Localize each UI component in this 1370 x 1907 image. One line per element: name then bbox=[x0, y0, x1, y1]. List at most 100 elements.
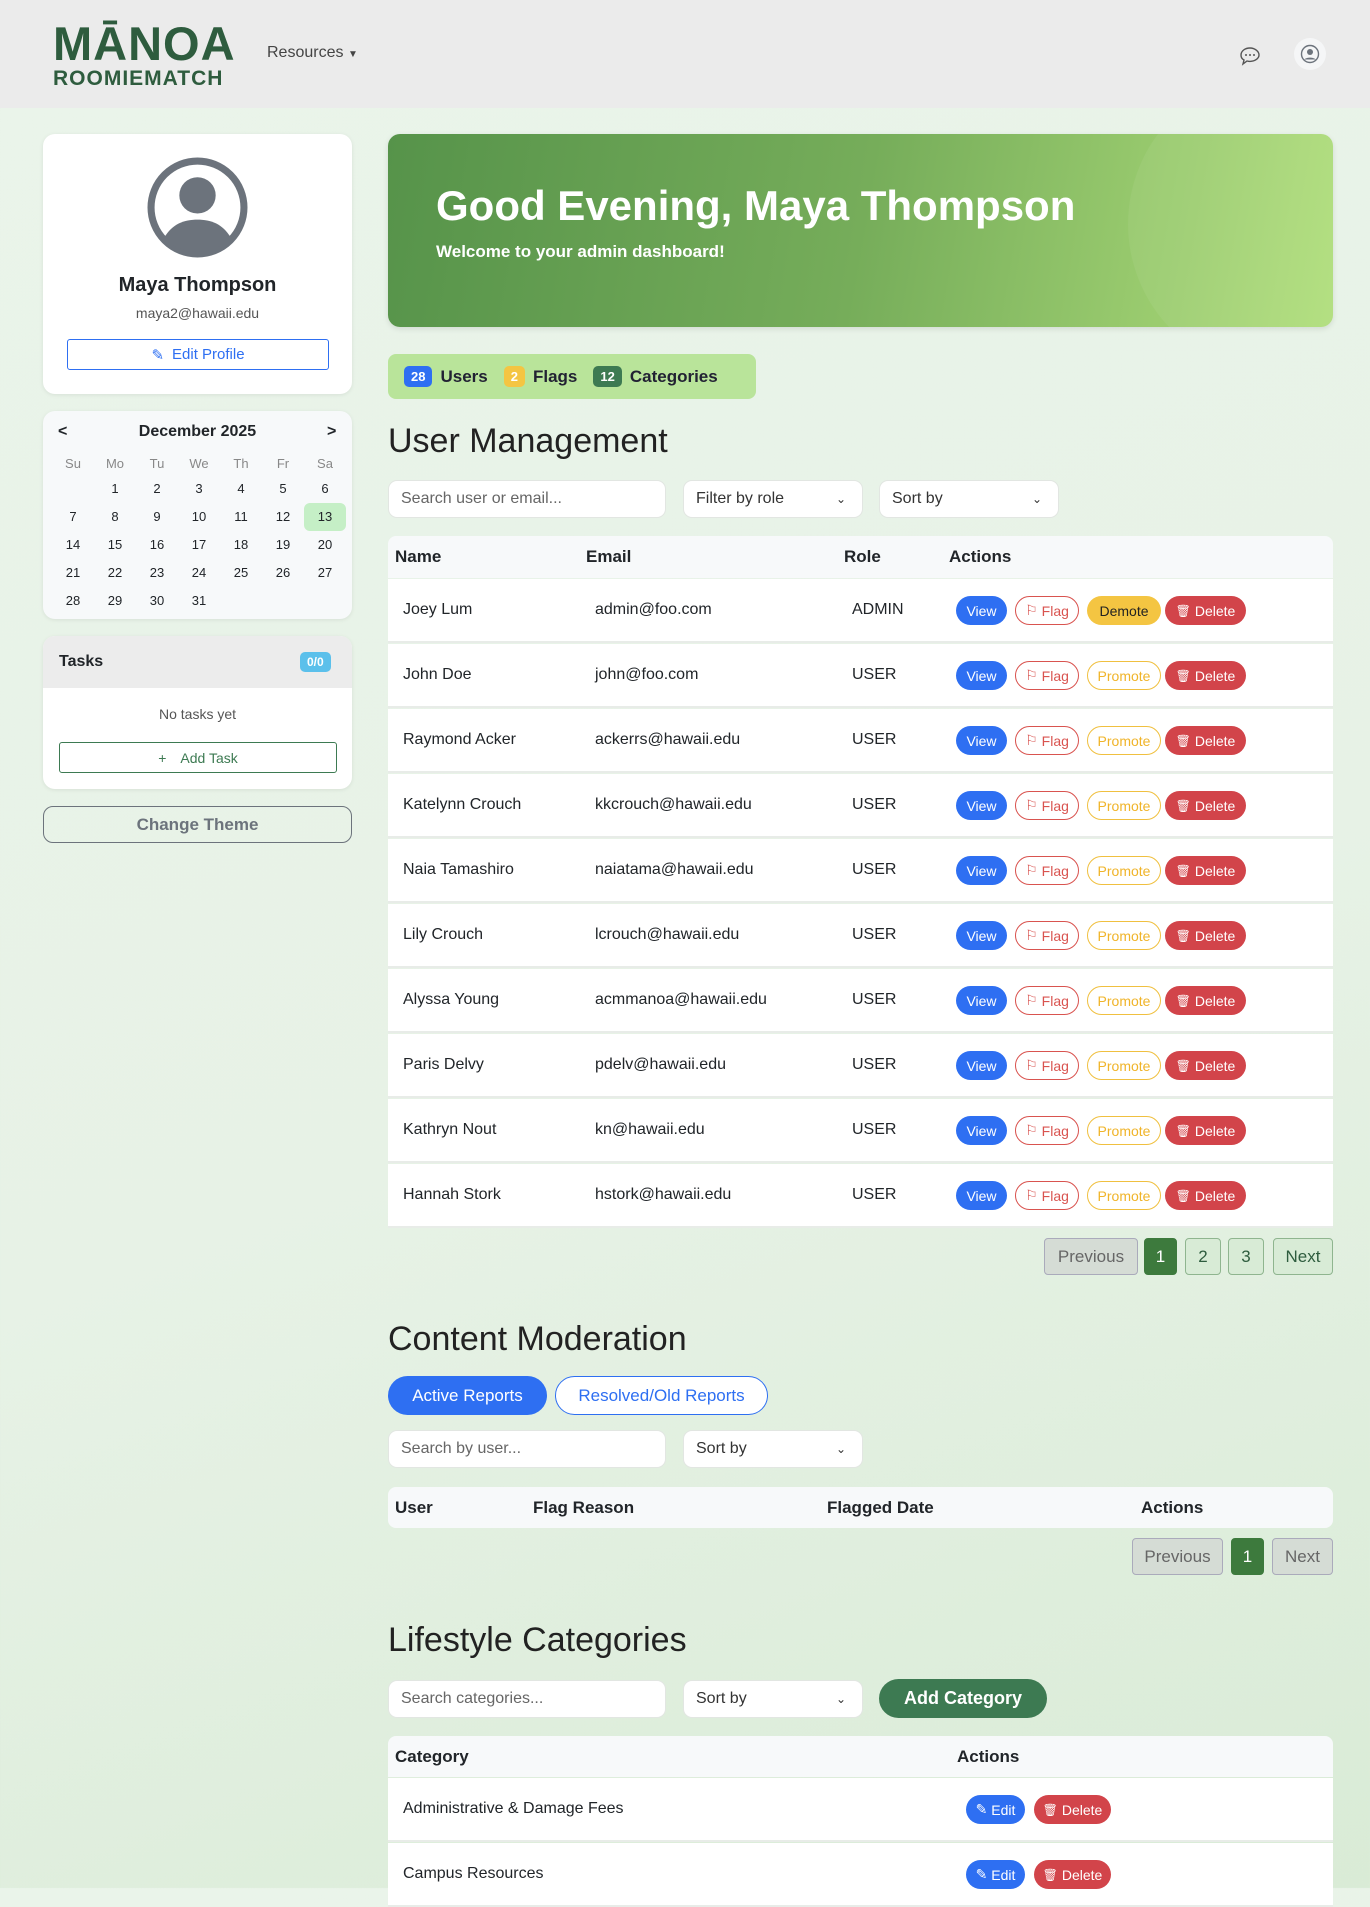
chat-bubble-icon[interactable] bbox=[1235, 41, 1265, 71]
delete-button[interactable]: 🗑 Delete bbox=[1165, 791, 1246, 821]
view-button[interactable]: View bbox=[956, 856, 1007, 886]
calendar-day[interactable]: 16 bbox=[149, 537, 165, 552]
calendar-day[interactable]: 20 bbox=[317, 537, 333, 552]
calendar-day[interactable]: 18 bbox=[233, 537, 249, 552]
view-button[interactable]: View bbox=[956, 921, 1007, 951]
flag-button[interactable]: ⚐ Flag bbox=[1015, 726, 1079, 756]
promote-button[interactable]: Promote bbox=[1087, 726, 1161, 756]
promote-button[interactable]: Promote bbox=[1087, 921, 1161, 951]
flag-button[interactable]: ⚐ Flag bbox=[1015, 986, 1079, 1016]
calendar-day[interactable]: 12 bbox=[275, 509, 291, 524]
promote-button[interactable]: Promote bbox=[1087, 986, 1161, 1016]
calendar-day-today[interactable]: 13 bbox=[304, 503, 346, 531]
calendar-day[interactable]: 15 bbox=[107, 537, 123, 552]
promote-button[interactable]: Promote bbox=[1087, 791, 1161, 821]
delete-button[interactable]: 🗑 Delete bbox=[1165, 1116, 1246, 1146]
flag-button[interactable]: ⚐ Flag bbox=[1015, 1116, 1079, 1146]
calendar-day[interactable]: 22 bbox=[107, 565, 123, 580]
calendar-day[interactable]: 5 bbox=[279, 481, 287, 496]
calendar-day[interactable]: 11 bbox=[234, 509, 248, 524]
report-search-input[interactable]: Search by user... bbox=[388, 1430, 666, 1468]
calendar-day[interactable]: 9 bbox=[153, 509, 161, 524]
view-button[interactable]: View bbox=[956, 1181, 1007, 1211]
reports-next-button[interactable]: Next bbox=[1272, 1538, 1333, 1575]
tab-active-reports[interactable]: Active Reports bbox=[388, 1376, 547, 1415]
view-button[interactable]: View bbox=[956, 726, 1007, 756]
delete-button[interactable]: 🗑 Delete bbox=[1165, 986, 1246, 1016]
users-next-button[interactable]: Next bbox=[1273, 1238, 1333, 1275]
calendar-day[interactable]: 4 bbox=[237, 481, 245, 496]
calendar-prev-button[interactable]: < bbox=[58, 423, 68, 440]
flag-button[interactable]: ⚐ Flag bbox=[1015, 856, 1079, 886]
delete-button[interactable]: 🗑 Delete bbox=[1165, 921, 1246, 951]
user-circle-icon[interactable] bbox=[1294, 38, 1326, 70]
promote-button[interactable]: Promote bbox=[1087, 661, 1161, 691]
filter-role-select[interactable]: Filter by role ⌄ bbox=[683, 480, 863, 518]
promote-button[interactable]: Promote bbox=[1087, 1181, 1161, 1211]
edit-button[interactable]: ✎ Edit bbox=[966, 1795, 1025, 1824]
calendar-day[interactable]: 6 bbox=[321, 481, 329, 496]
calendar-day[interactable]: 3 bbox=[195, 481, 203, 496]
delete-button[interactable]: 🗑 Delete bbox=[1165, 1051, 1246, 1081]
add-task-button[interactable]: + Add Task bbox=[59, 742, 337, 773]
calendar-day[interactable]: 26 bbox=[275, 565, 291, 580]
view-button[interactable]: View bbox=[956, 986, 1007, 1016]
users-page-3[interactable]: 3 bbox=[1228, 1238, 1264, 1275]
resources-dropdown[interactable]: Resources ▼ bbox=[267, 44, 358, 62]
delete-button[interactable]: 🗑 Delete bbox=[1165, 726, 1246, 756]
calendar-day[interactable]: 1 bbox=[111, 481, 119, 496]
tab-resolved-reports[interactable]: Resolved/Old Reports bbox=[555, 1376, 768, 1415]
edit-button[interactable]: ✎ Edit bbox=[966, 1860, 1025, 1889]
calendar-day[interactable]: 29 bbox=[107, 593, 123, 608]
view-button[interactable]: View bbox=[956, 596, 1007, 625]
view-button[interactable]: View bbox=[956, 1051, 1007, 1081]
add-category-button[interactable]: Add Category bbox=[879, 1679, 1047, 1718]
calendar-day[interactable]: 2 bbox=[153, 481, 161, 496]
calendar-day[interactable]: 7 bbox=[69, 509, 77, 524]
category-search-input[interactable]: Search categories... bbox=[388, 1680, 666, 1718]
calendar-day[interactable]: 14 bbox=[65, 537, 81, 552]
report-sort-select[interactable]: Sort by ⌄ bbox=[683, 1430, 863, 1468]
user-search-input[interactable]: Search user or email... bbox=[388, 480, 666, 518]
flag-button[interactable]: ⚐ Flag bbox=[1015, 596, 1079, 625]
users-page-1[interactable]: 1 bbox=[1144, 1238, 1177, 1275]
calendar-day[interactable]: 24 bbox=[191, 565, 207, 580]
calendar-day[interactable]: 27 bbox=[317, 565, 333, 580]
delete-button[interactable]: 🗑 Delete bbox=[1034, 1795, 1111, 1824]
view-button[interactable]: View bbox=[956, 661, 1007, 691]
delete-button[interactable]: 🗑 Delete bbox=[1165, 596, 1246, 625]
calendar-day[interactable]: 17 bbox=[191, 537, 207, 552]
calendar-day[interactable]: 30 bbox=[149, 593, 165, 608]
calendar-day[interactable]: 25 bbox=[233, 565, 249, 580]
logo-roomiematch[interactable]: ROOMIEMATCH bbox=[53, 67, 224, 90]
promote-button[interactable]: Promote bbox=[1087, 1116, 1161, 1146]
users-page-2[interactable]: 2 bbox=[1185, 1238, 1221, 1275]
calendar-day[interactable]: 10 bbox=[191, 509, 207, 524]
delete-button[interactable]: 🗑 Delete bbox=[1165, 661, 1246, 691]
delete-button[interactable]: 🗑 Delete bbox=[1165, 856, 1246, 886]
calendar-day[interactable]: 31 bbox=[191, 593, 207, 608]
flag-button[interactable]: ⚐ Flag bbox=[1015, 921, 1079, 951]
delete-button[interactable]: 🗑 Delete bbox=[1034, 1860, 1111, 1889]
users-prev-button[interactable]: Previous bbox=[1044, 1238, 1138, 1275]
calendar-next-button[interactable]: > bbox=[327, 423, 337, 440]
promote-button[interactable]: Promote bbox=[1087, 1051, 1161, 1081]
flag-button[interactable]: ⚐ Flag bbox=[1015, 1051, 1079, 1081]
calendar-day[interactable]: 19 bbox=[275, 537, 291, 552]
view-button[interactable]: View bbox=[956, 791, 1007, 821]
category-sort-select[interactable]: Sort by ⌄ bbox=[683, 1680, 863, 1718]
logo-manoa[interactable]: MĀNOA bbox=[53, 17, 236, 70]
calendar-day[interactable]: 28 bbox=[65, 593, 81, 608]
flag-button[interactable]: ⚐ Flag bbox=[1015, 791, 1079, 821]
demote-button[interactable]: Demote bbox=[1087, 596, 1161, 625]
edit-profile-button[interactable]: ✎ Edit Profile bbox=[67, 339, 329, 370]
reports-prev-button[interactable]: Previous bbox=[1132, 1538, 1223, 1575]
flag-button[interactable]: ⚐ Flag bbox=[1015, 1181, 1079, 1211]
promote-button[interactable]: Promote bbox=[1087, 856, 1161, 886]
view-button[interactable]: View bbox=[956, 1116, 1007, 1146]
calendar-day[interactable]: 23 bbox=[149, 565, 165, 580]
user-sort-select[interactable]: Sort by ⌄ bbox=[879, 480, 1059, 518]
delete-button[interactable]: 🗑 Delete bbox=[1165, 1181, 1246, 1211]
flag-button[interactable]: ⚐ Flag bbox=[1015, 661, 1079, 691]
calendar-day[interactable]: 8 bbox=[111, 509, 119, 524]
